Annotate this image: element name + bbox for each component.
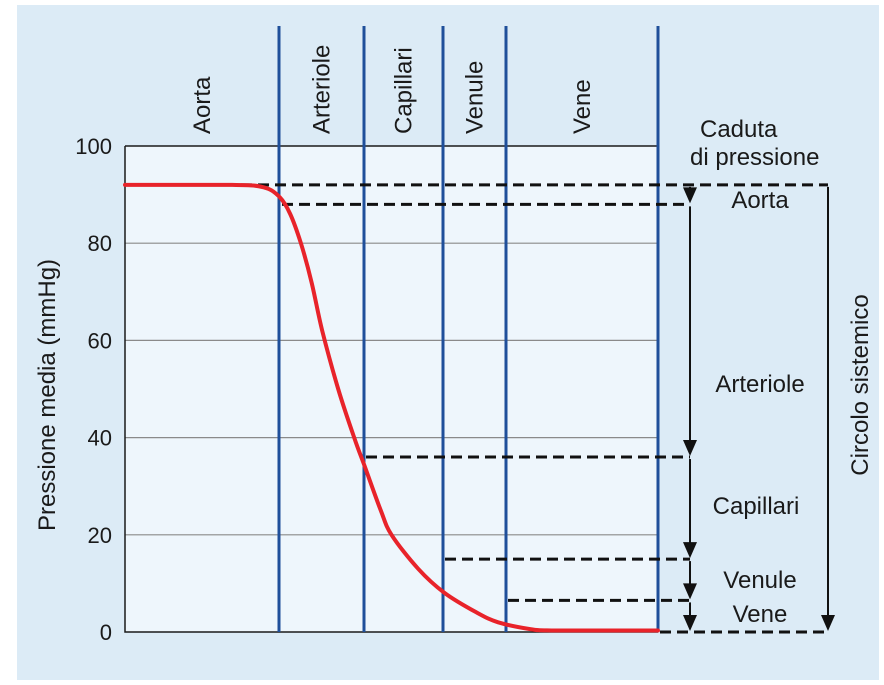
y-tick-label: 60 — [88, 328, 112, 353]
drop-arrow-head — [683, 187, 697, 204]
segment-label: Venule — [462, 61, 489, 134]
drop-header-line1: Caduta — [700, 116, 778, 143]
drop-arrows — [683, 186, 835, 631]
drop-labels: Aorta Arteriole Capillari Venule Vene — [713, 187, 805, 628]
y-tick-label: 100 — [75, 134, 112, 159]
y-axis-ticks: 0 20 40 60 80 100 — [75, 134, 112, 645]
segment-label: Vene — [569, 79, 596, 134]
pressure-drop-lines — [190, 183, 828, 634]
drop-label: Capillari — [713, 493, 800, 520]
y-tick-label: 20 — [88, 523, 112, 548]
segment-label: Aorta — [189, 76, 216, 134]
drop-arrow-head — [683, 583, 697, 600]
segment-label: Capillari — [391, 47, 418, 134]
segment-labels: Aorta Arteriole Capillari Venule Vene — [189, 45, 596, 134]
segment-label: Arteriole — [309, 45, 336, 134]
total-drop-label: Circolo sistemico — [847, 294, 874, 475]
drop-arrow-head — [683, 542, 697, 559]
drop-label: Vene — [733, 601, 788, 628]
drop-label: Arteriole — [715, 371, 804, 398]
plot-area — [125, 146, 658, 632]
total-drop-arrow-head — [821, 615, 835, 631]
drop-label: Venule — [723, 567, 796, 594]
drop-header-line2: di pressione — [690, 144, 819, 171]
axis-frame — [124, 145, 658, 633]
y-tick-label: 0 — [100, 620, 112, 645]
y-tick-label: 40 — [88, 426, 112, 451]
drop-arrow-head — [683, 440, 697, 457]
drop-arrow-head — [683, 615, 697, 631]
segment-boundaries — [277, 26, 660, 632]
drop-label: Aorta — [731, 187, 789, 214]
y-tick-label: 80 — [88, 231, 112, 256]
y-axis-label: Pressione media (mmHg) — [34, 259, 61, 531]
gridlines — [125, 242, 658, 536]
pressure-curve — [123, 182, 660, 633]
